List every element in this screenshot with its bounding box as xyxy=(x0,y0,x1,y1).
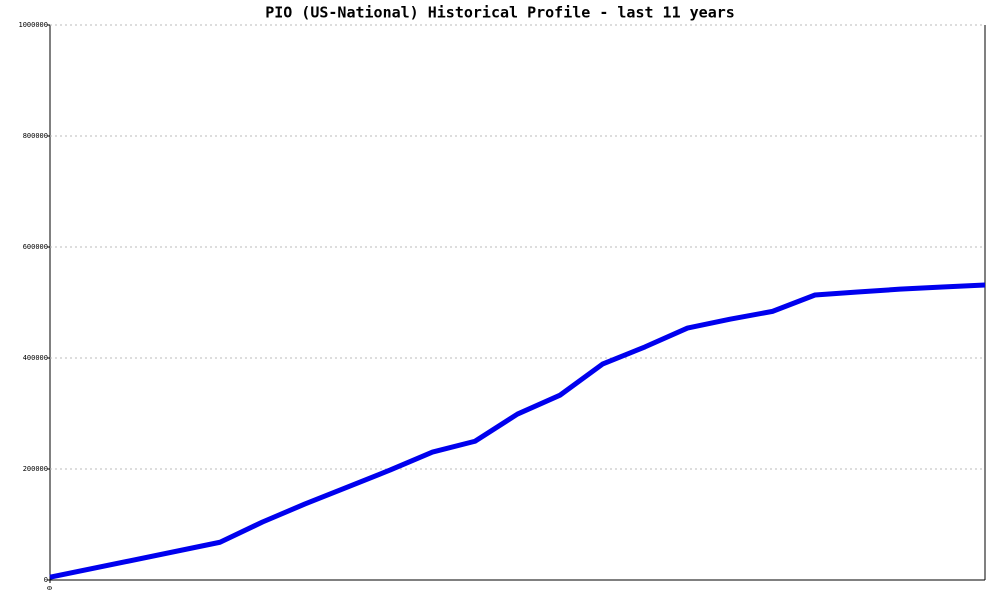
data-line xyxy=(49,282,986,580)
y-tick-label: 800000 xyxy=(23,132,48,140)
x-tick-label: 0 xyxy=(46,586,54,590)
y-tick-label: 400000 xyxy=(23,354,48,362)
chart-title: PIO (US-National) Historical Profile - l… xyxy=(265,4,735,22)
y-tick-label: 200000 xyxy=(23,465,48,473)
y-tick-label: 0 xyxy=(44,576,48,584)
y-tick-label: 1000000 xyxy=(18,21,48,29)
y-tick-label: 600000 xyxy=(23,243,48,251)
